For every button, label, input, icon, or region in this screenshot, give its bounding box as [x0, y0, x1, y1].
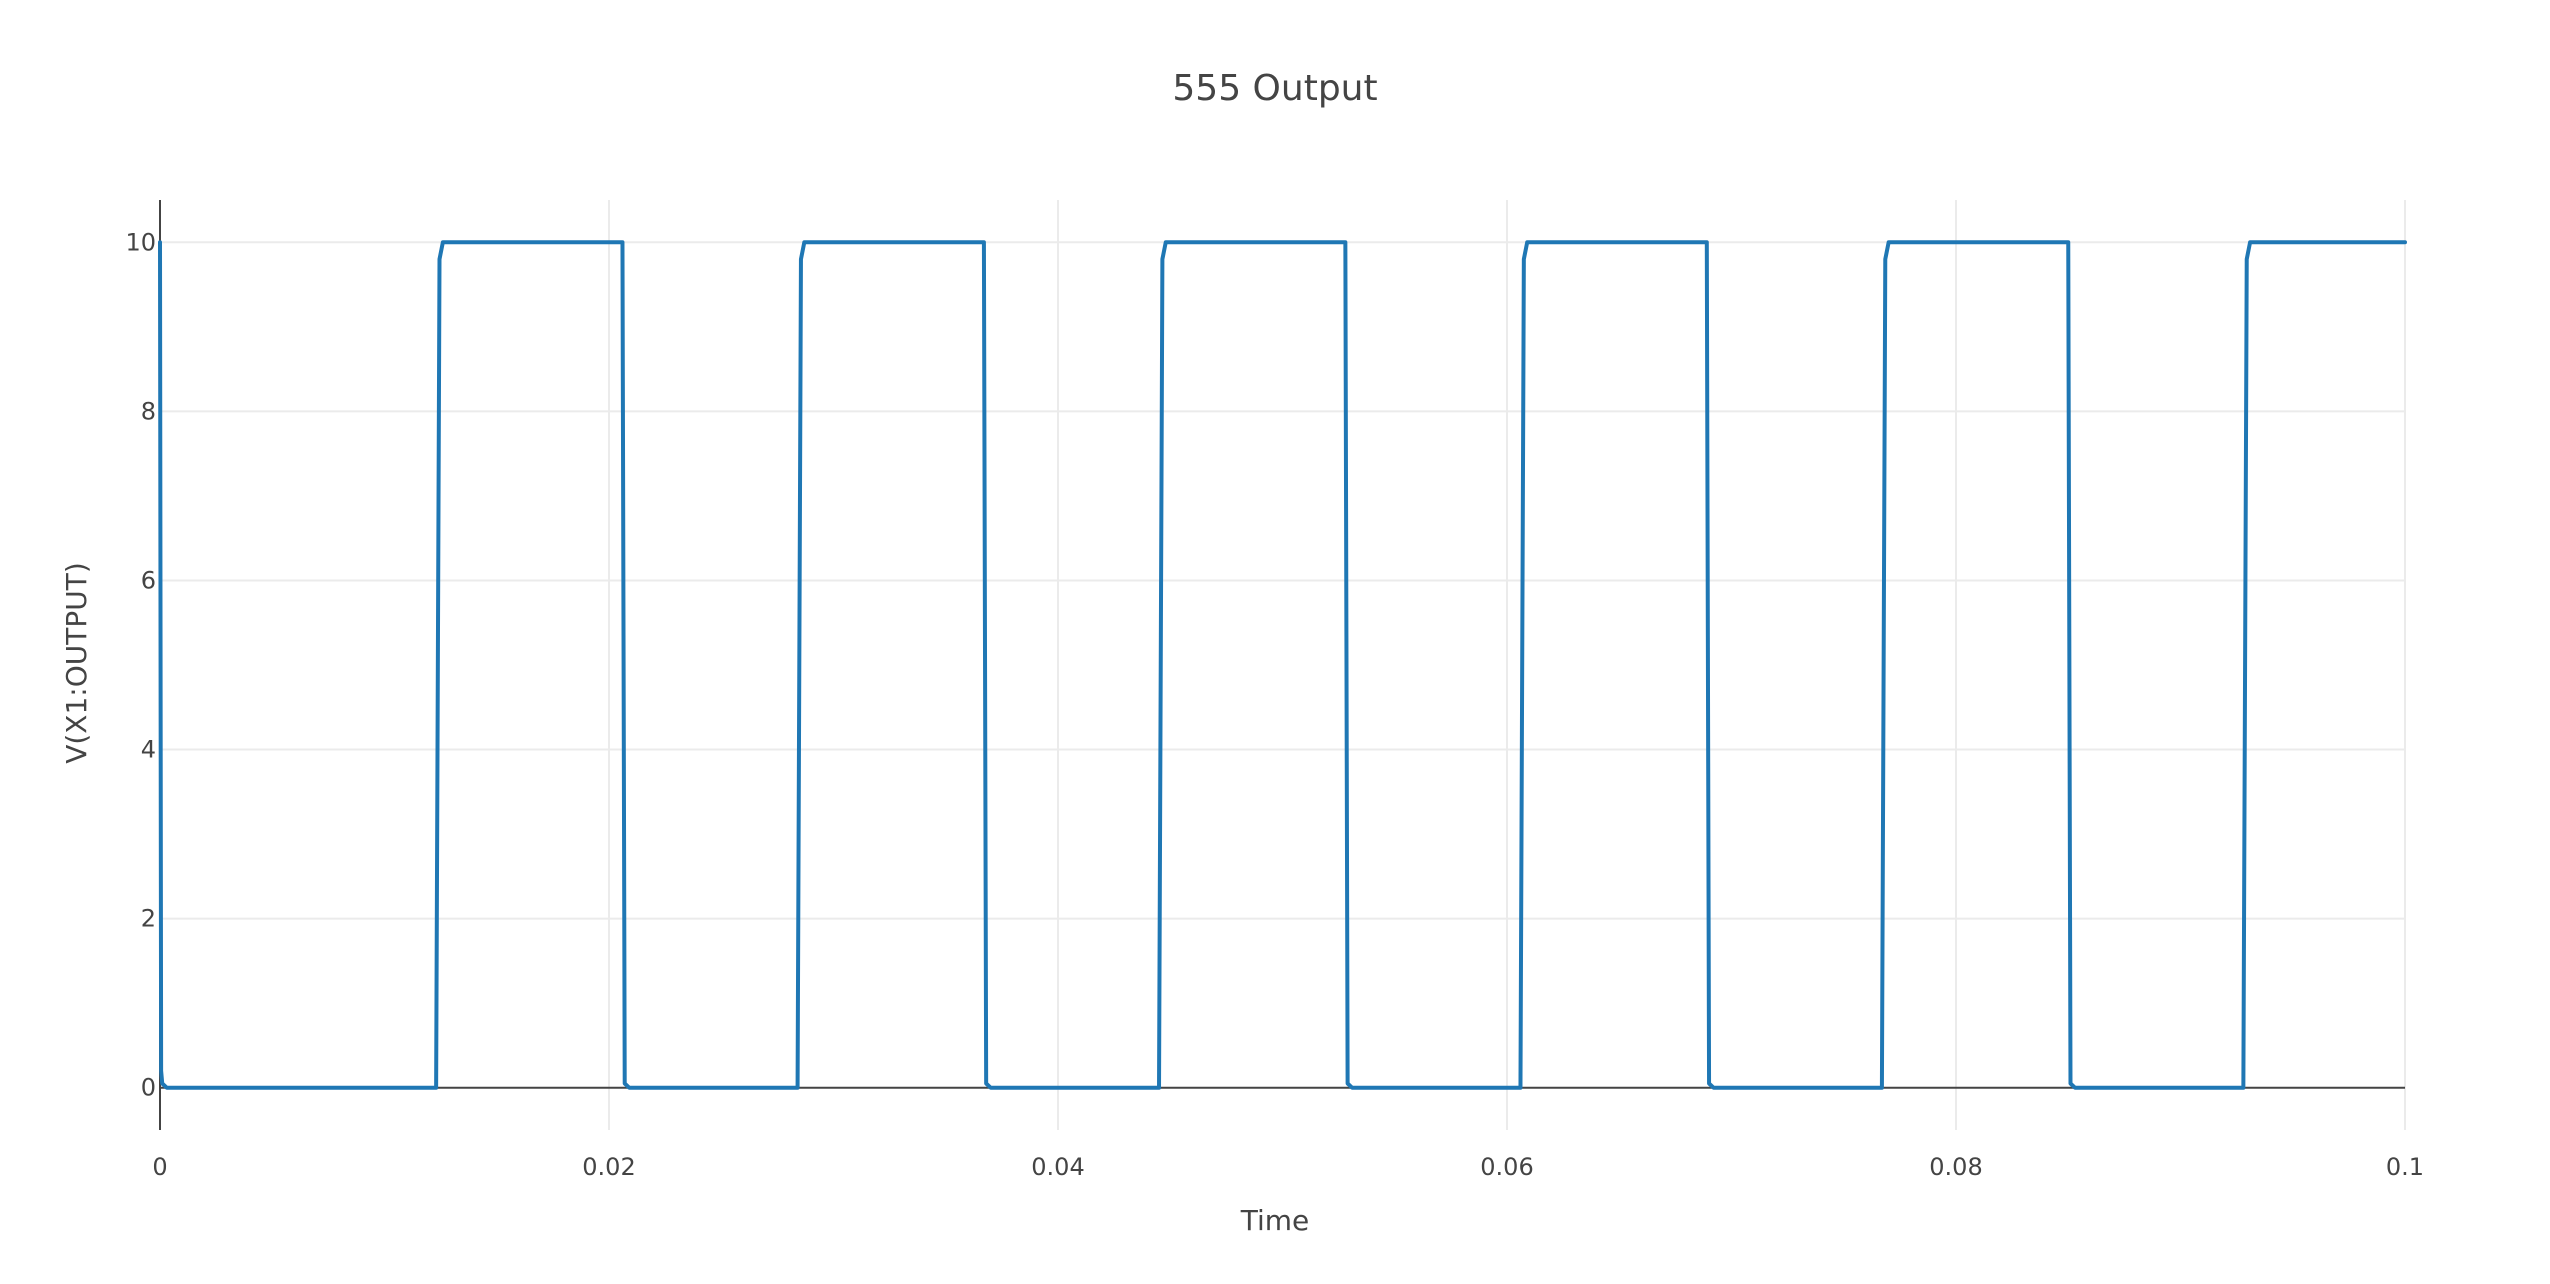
y-tick-labels: 0 2 4 6 8 10: [125, 228, 156, 1101]
y-tick-label: 4: [141, 736, 156, 764]
y-tick-label: 8: [141, 397, 156, 425]
y-tick-label: 2: [141, 905, 156, 933]
y-tick-label: 10: [125, 228, 156, 256]
chart-title: 555 Output: [1172, 68, 1377, 109]
x-tick-label: 0.1: [2386, 1153, 2424, 1181]
y-axis-title: V(X1:OUTPUT): [60, 562, 93, 764]
x-tick-label: 0.06: [1480, 1153, 1533, 1181]
x-gridlines: [608, 200, 2406, 1130]
x-tick-label: 0.02: [582, 1153, 635, 1181]
x-axis-title: Time: [1240, 1204, 1310, 1237]
x-tick-label: 0: [152, 1153, 167, 1181]
x-tick-label: 0.04: [1031, 1153, 1084, 1181]
y-tick-label: 6: [141, 566, 156, 594]
x-tick-labels: 0 0.02 0.04 0.06 0.08 0.1: [152, 1153, 2424, 1181]
series-line: [158, 240, 2407, 1090]
x-tick-label: 0.08: [1929, 1153, 1982, 1181]
y-tick-label: 0: [141, 1074, 156, 1102]
